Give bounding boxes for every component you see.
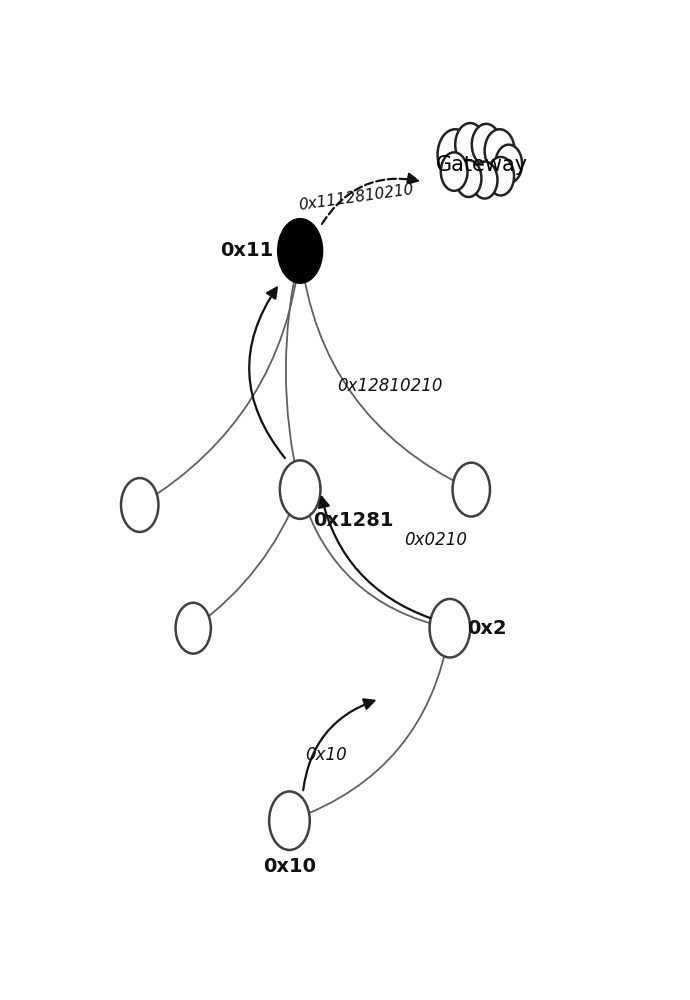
Text: 0x1112810210: 0x1112810210 xyxy=(297,181,415,213)
Circle shape xyxy=(280,460,320,519)
Circle shape xyxy=(472,124,501,165)
Text: 0x10: 0x10 xyxy=(263,857,316,876)
FancyArrowPatch shape xyxy=(303,699,374,790)
Text: 0x10: 0x10 xyxy=(306,746,347,764)
Circle shape xyxy=(487,157,514,195)
Circle shape xyxy=(441,152,468,191)
Text: 0x2: 0x2 xyxy=(468,619,507,638)
Circle shape xyxy=(472,162,497,199)
Circle shape xyxy=(495,145,522,183)
Circle shape xyxy=(430,599,470,657)
Circle shape xyxy=(495,145,522,183)
Circle shape xyxy=(437,129,473,180)
Circle shape xyxy=(175,603,211,654)
Circle shape xyxy=(453,463,490,517)
FancyArrowPatch shape xyxy=(195,492,299,627)
Circle shape xyxy=(456,160,482,197)
Circle shape xyxy=(437,129,473,180)
Circle shape xyxy=(456,160,482,197)
Text: 0x11: 0x11 xyxy=(220,241,273,260)
Text: 0x12810210: 0x12810210 xyxy=(337,377,443,395)
Circle shape xyxy=(269,791,310,850)
FancyArrowPatch shape xyxy=(249,288,285,458)
Circle shape xyxy=(484,129,515,172)
Circle shape xyxy=(441,152,468,191)
Circle shape xyxy=(455,123,485,166)
FancyArrowPatch shape xyxy=(322,174,418,224)
Circle shape xyxy=(472,124,501,165)
FancyArrowPatch shape xyxy=(301,492,447,628)
FancyArrowPatch shape xyxy=(319,497,430,618)
Circle shape xyxy=(277,219,323,283)
Text: Gateway: Gateway xyxy=(436,155,528,175)
Text: 0x0210: 0x0210 xyxy=(404,531,467,549)
Text: 0x1281: 0x1281 xyxy=(313,511,394,530)
Circle shape xyxy=(487,157,514,195)
Circle shape xyxy=(455,123,485,166)
Circle shape xyxy=(472,162,497,199)
FancyArrowPatch shape xyxy=(300,254,469,488)
Circle shape xyxy=(121,478,159,532)
FancyArrowPatch shape xyxy=(142,254,300,504)
Circle shape xyxy=(484,129,515,172)
FancyArrowPatch shape xyxy=(292,631,449,820)
FancyArrowPatch shape xyxy=(286,254,299,487)
